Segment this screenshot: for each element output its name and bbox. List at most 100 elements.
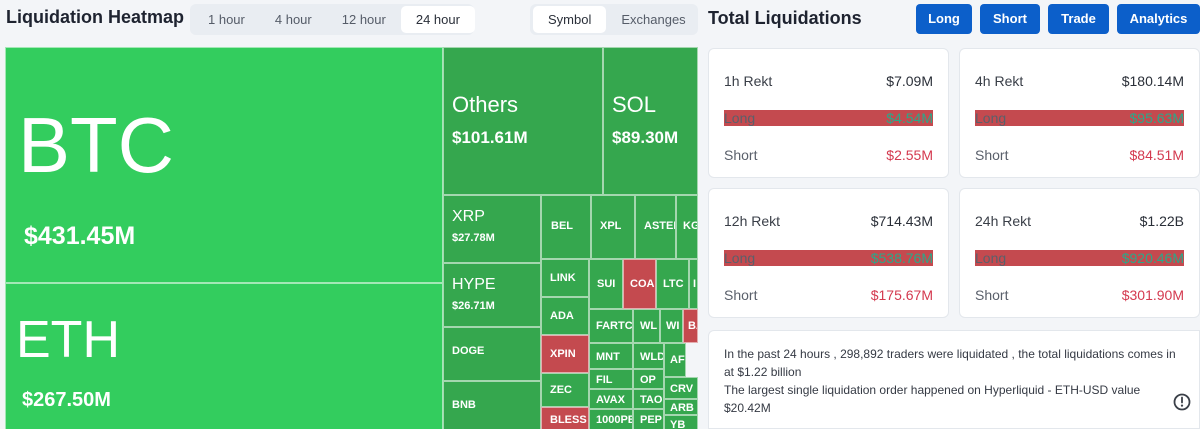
tile-value: $89.30M: [612, 128, 679, 147]
heatmap-tile-wld[interactable]: WLD: [633, 343, 664, 369]
tile-symbol: BLESS: [550, 414, 587, 426]
card-1h-rekt: 1h Rekt $7.09M Long $4.54M Short $2.55M: [708, 48, 949, 178]
tile-symbol: FIL: [596, 374, 613, 386]
heatmap-tile-ba[interactable]: BA: [683, 309, 698, 343]
short-label: Short: [724, 287, 758, 303]
heatmap-tile-sol[interactable]: SOL $89.30M: [603, 47, 698, 195]
tile-symbol: OP: [640, 374, 656, 386]
heatmap-tile-arb[interactable]: ARB: [664, 399, 698, 415]
tile-symbol: Others: [452, 92, 519, 117]
tile-value: $431.45M: [24, 222, 136, 250]
heatmap-tile-aster[interactable]: ASTER: [635, 195, 676, 259]
short-label: Short: [724, 147, 758, 163]
heatmap-title: Liquidation Heatmap: [6, 7, 185, 27]
short-button[interactable]: Short: [980, 4, 1040, 34]
heatmap-tile-af[interactable]: AF: [664, 343, 686, 377]
long-label: Long: [975, 110, 1007, 126]
liquidation-treemap: BTC $431.45M ETH $267.50M Others $101.61M SOL $…: [0, 47, 698, 429]
long-label: Long: [724, 250, 756, 266]
heatmap-tile-coai[interactable]: COAI: [623, 259, 656, 309]
card-total: $714.43M: [870, 213, 933, 229]
analytics-button[interactable]: Analytics: [1117, 4, 1200, 34]
trade-button[interactable]: Trade: [1048, 4, 1109, 34]
card-label: 24h Rekt: [975, 213, 1032, 229]
long-button[interactable]: Long: [916, 4, 972, 34]
tile-symbol: AF: [670, 354, 685, 366]
heatmap-tile-bless[interactable]: BLESS: [541, 407, 589, 429]
tile-symbol: SUI: [597, 278, 616, 290]
tile-symbol: ADA: [550, 310, 574, 322]
tile-symbol: FARTC: [596, 320, 633, 332]
heatmap-tile-kg[interactable]: KG: [676, 195, 698, 259]
tile-symbol: YB: [670, 419, 686, 429]
tile-symbol: CRV: [670, 383, 694, 395]
heatmap-tile-yb[interactable]: YB: [664, 415, 698, 429]
summary-line-1: In the past 24 hours , 298,892 traders w…: [724, 347, 1176, 379]
heatmap-tile-pep[interactable]: PEP: [633, 409, 664, 429]
tile-symbol: BNB: [452, 399, 476, 411]
short-value: $2.55M: [886, 147, 933, 163]
liquidation-summary: In the past 24 hours , 298,892 traders w…: [708, 330, 1200, 429]
heatmap-tile-btc[interactable]: BTC $431.45M: [5, 47, 443, 283]
heatmap-tile-bnb[interactable]: BNB: [443, 381, 541, 429]
tile-symbol: DOGE: [452, 345, 485, 357]
heatmap-tile-op[interactable]: OP: [633, 369, 664, 389]
tile-symbol: WLD: [640, 351, 664, 363]
heatmap-tile-doge[interactable]: DOGE: [443, 327, 541, 381]
tile-symbol: LTC: [663, 278, 684, 290]
heatmap-tile-wl[interactable]: WL: [633, 309, 660, 343]
mode-symbol[interactable]: Symbol: [533, 6, 607, 33]
heatmap-tile-fartc[interactable]: FARTC: [589, 309, 633, 343]
heatmap-tile-avax[interactable]: AVAX: [589, 389, 633, 409]
card-label: 4h Rekt: [975, 73, 1024, 89]
heatmap-tile-tao[interactable]: TAO: [633, 389, 664, 409]
range-4-hour[interactable]: 4 hour: [274, 12, 312, 27]
range-24-hour[interactable]: 24 hour: [400, 6, 475, 33]
clock-help-icon[interactable]: [1172, 392, 1192, 412]
heatmap-tile-xpin[interactable]: XPIN: [541, 335, 589, 373]
card-4h-rekt: 4h Rekt $180.14M Long $95.63M Short $84.51M: [959, 48, 1200, 178]
heatmap-tile-fil[interactable]: FIL: [589, 369, 633, 389]
summary-line-2: The largest single liquidation order hap…: [724, 383, 1141, 415]
group-mode-selector: Symbol Exchanges: [530, 4, 698, 35]
short-value: $301.90M: [1121, 287, 1184, 303]
mode-exchanges[interactable]: Exchanges: [621, 12, 686, 27]
long-value: $920.46M: [1121, 250, 1184, 266]
short-label: Short: [975, 287, 1009, 303]
long-value: $95.63M: [1129, 110, 1184, 126]
heatmap-tile-hype[interactable]: HYPE $26.71M: [443, 263, 541, 327]
heatmap-tile-link[interactable]: LINK: [541, 259, 589, 297]
tile-symbol: WI: [666, 320, 680, 332]
tile-symbol: COAI: [630, 278, 656, 290]
long-label: Long: [975, 250, 1007, 266]
heatmap-tile-zec[interactable]: ZEC: [541, 373, 589, 407]
tile-symbol: KG: [683, 220, 698, 232]
tile-symbol: HYPE: [452, 276, 496, 293]
heatmap-tile-others[interactable]: Others $101.61M: [443, 47, 603, 195]
tile-symbol: XRP: [452, 208, 485, 225]
heatmap-tile-sui[interactable]: SUI: [589, 259, 623, 309]
total-liquidations-title: Total Liquidations: [708, 8, 862, 28]
heatmap-tile-i[interactable]: I: [689, 259, 698, 309]
heatmap-tile-crv[interactable]: CRV: [664, 377, 698, 399]
heatmap-tile-eth[interactable]: ETH $267.50M: [5, 283, 443, 429]
tile-symbol: ARB: [670, 402, 694, 414]
heatmap-tile-xrp[interactable]: XRP $27.78M: [443, 195, 541, 263]
tile-value: $267.50M: [22, 389, 111, 411]
range-12-hour[interactable]: 12 hour: [341, 12, 386, 27]
heatmap-tile-bel[interactable]: BEL: [541, 195, 591, 259]
long-label: Long: [724, 110, 756, 126]
heatmap-tile-ltc[interactable]: LTC: [656, 259, 689, 309]
range-1-hour[interactable]: 1 hour: [208, 12, 245, 27]
heatmap-tile-mnt[interactable]: MNT: [589, 343, 633, 369]
heatmap-tile-xpl[interactable]: XPL: [591, 195, 635, 259]
heatmap-tile-1000pe[interactable]: 1000PE: [589, 409, 633, 429]
card-total: $180.14M: [1121, 73, 1184, 89]
tile-symbol: BEL: [551, 220, 573, 232]
tile-symbol: SOL: [612, 92, 657, 117]
tile-symbol: XPL: [600, 220, 622, 232]
long-value: $4.54M: [886, 110, 933, 126]
heatmap-tile-wi[interactable]: WI: [660, 309, 683, 343]
heatmap-tile-ada[interactable]: ADA: [541, 297, 589, 335]
card-label: 12h Rekt: [724, 213, 781, 229]
